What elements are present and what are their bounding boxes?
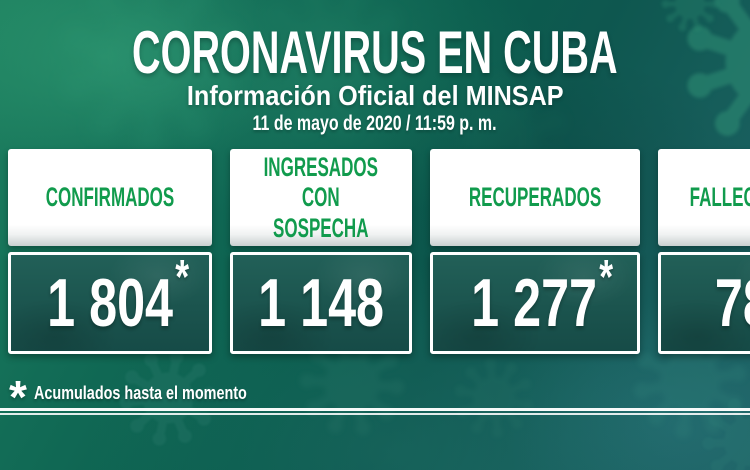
virus-icon: [689, 383, 750, 470]
subtitle: Información Oficial del MINSAP: [186, 80, 564, 112]
report-date: 11 de mayo de 2020 / 11:59 p. m.: [253, 111, 497, 135]
stat-label-box: RECUPERADOS: [429, 149, 640, 246]
footnote: * Acumulados hasta el momento: [9, 371, 300, 423]
header: CORONAVIRUS EN CUBA Información Oficial …: [0, 22, 750, 135]
page-title: CORONAVIRUS EN CUBA: [132, 19, 618, 86]
stat-value: 78: [715, 265, 750, 341]
asterisk-marker: *: [599, 251, 614, 304]
stat-label: FALLECIDOS: [689, 182, 750, 213]
stat-card-confirmados: CONFIRMADOS 1 804 *: [8, 149, 212, 354]
stat-cards: CONFIRMADOS 1 804 * INGRESADOS CON SOSPEC…: [8, 149, 750, 354]
stat-label-box: FALLECIDOS: [657, 149, 750, 246]
stat-value-panel: 1 148: [230, 252, 412, 354]
stat-label-box: CONFIRMADOS: [8, 149, 212, 246]
asterisk-marker: *: [175, 251, 190, 304]
stat-value-panel: 1 804 *: [8, 252, 212, 354]
stat-card-fallecidos: FALLECIDOS 78*: [657, 149, 750, 354]
stat-value-panel: 1 277 *: [429, 251, 640, 354]
stat-value: 1 148: [257, 265, 384, 341]
stat-value-panel: 78*: [657, 252, 750, 354]
stat-label: RECUPERADOS: [468, 182, 601, 213]
virus-icon: [439, 343, 549, 453]
stat-label-box: INGRESADOS CON SOSPECHA: [230, 149, 412, 246]
stat-label: INGRESADOS CON SOSPECHA: [263, 152, 378, 243]
stat-value: 1 804: [47, 265, 173, 341]
asterisk-marker: *: [9, 371, 27, 423]
stat-card-recuperados: RECUPERADOS 1 277 *: [429, 149, 640, 354]
footnote-text: Acumulados hasta el momento: [33, 383, 247, 403]
stat-label: CONFIRMADOS: [45, 182, 175, 213]
stat-card-ingresados-con-sospecha: INGRESADOS CON SOSPECHA 1 148: [230, 149, 412, 354]
divider-line: [0, 408, 750, 415]
stat-value: 1 277: [471, 265, 598, 341]
